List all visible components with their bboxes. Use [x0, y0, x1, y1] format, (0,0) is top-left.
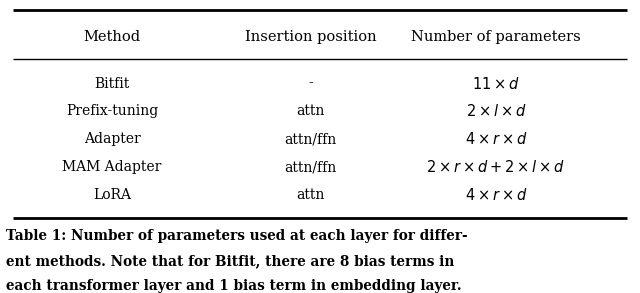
Text: -: -: [308, 76, 313, 91]
Text: Adapter: Adapter: [84, 132, 140, 146]
Text: $4 \times r \times d$: $4 \times r \times d$: [465, 131, 527, 147]
Text: Bitfit: Bitfit: [94, 76, 130, 91]
Text: attn/ffn: attn/ffn: [284, 160, 337, 174]
Text: Insertion position: Insertion position: [244, 30, 376, 44]
Text: Prefix-tuning: Prefix-tuning: [66, 104, 158, 118]
Text: LoRA: LoRA: [93, 188, 131, 202]
Text: $2 \times l \times d$: $2 \times l \times d$: [466, 103, 526, 119]
Text: $2 \times r \times d + 2 \times l \times d$: $2 \times r \times d + 2 \times l \times…: [426, 159, 566, 175]
Text: MAM Adapter: MAM Adapter: [62, 160, 162, 174]
Text: attn: attn: [296, 188, 324, 202]
Text: each transformer layer and 1 bias term in embedding layer.: each transformer layer and 1 bias term i…: [6, 279, 462, 293]
Text: attn/ffn: attn/ffn: [284, 132, 337, 146]
Text: Table 1: Number of parameters used at each layer for differ-: Table 1: Number of parameters used at ea…: [6, 229, 468, 243]
Text: Method: Method: [83, 30, 141, 44]
Text: Number of parameters: Number of parameters: [411, 30, 581, 44]
Text: attn: attn: [296, 104, 324, 118]
Text: $11 \times d$: $11 \times d$: [472, 76, 520, 91]
Text: $4 \times r \times d$: $4 \times r \times d$: [465, 187, 527, 203]
Text: ent methods. Note that for Bitfit, there are 8 bias terms in: ent methods. Note that for Bitfit, there…: [6, 254, 455, 268]
